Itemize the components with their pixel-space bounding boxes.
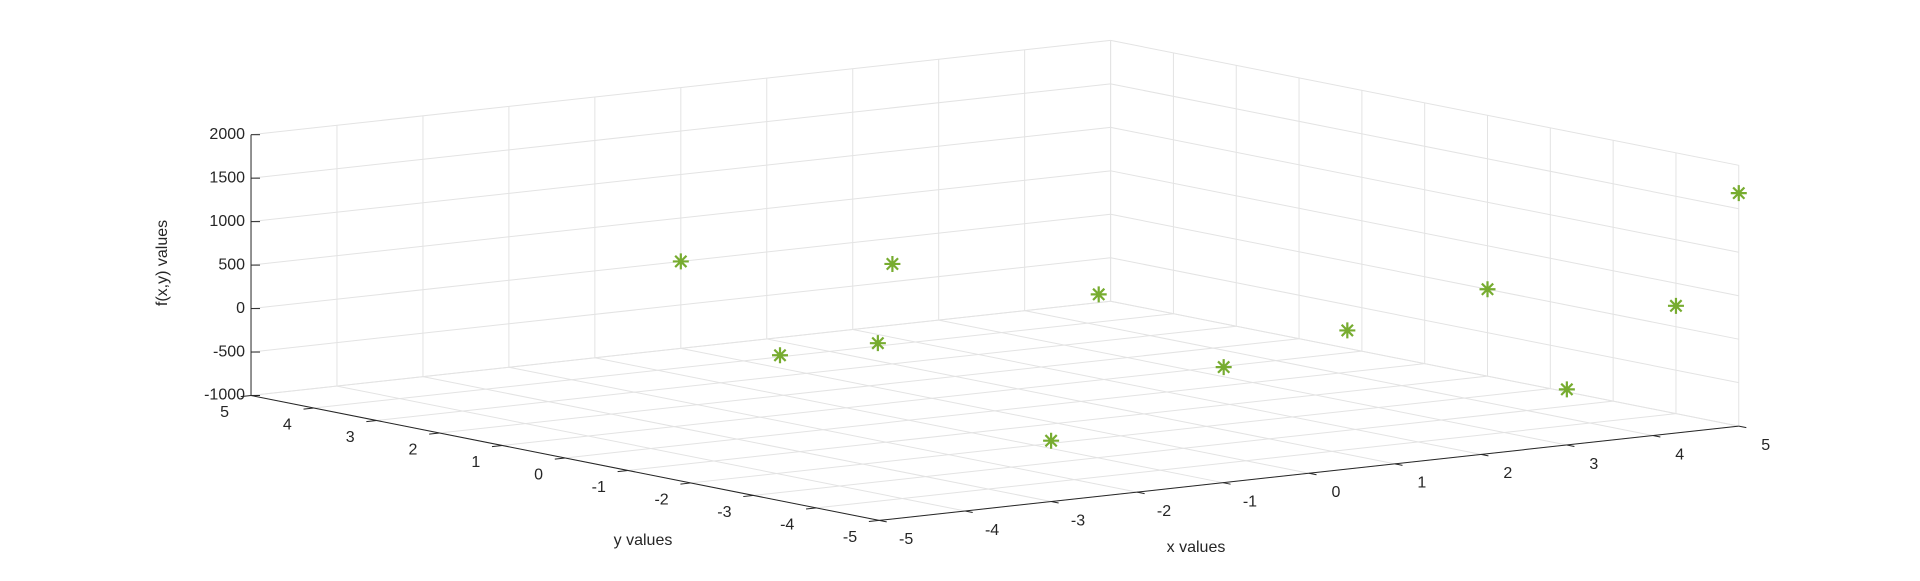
z-tick-label: 500: [218, 256, 245, 273]
x-tick-label: -2: [1157, 503, 1171, 520]
x-tick-label: -5: [899, 531, 913, 548]
point: [1090, 286, 1107, 303]
point: [1339, 322, 1356, 339]
y-tick: [554, 457, 566, 460]
grid-line: [250, 126, 1111, 223]
x-tick-label: -1: [1243, 494, 1257, 511]
grid: [250, 39, 1740, 521]
point: [1667, 297, 1684, 314]
x-tick-label: 5: [1761, 437, 1770, 454]
grid-line: [439, 338, 1300, 434]
y-tick-label: -4: [780, 516, 794, 533]
y-tick-label: 0: [534, 466, 543, 483]
point: [672, 253, 689, 270]
y-tick-label: -5: [843, 529, 857, 546]
y-tick: [240, 395, 252, 398]
y-axis-label: y values: [614, 532, 673, 549]
grid-line: [1110, 126, 1739, 253]
grid-line: [376, 325, 1237, 421]
y-tick-label: 1: [471, 454, 480, 471]
y-tick: [805, 507, 817, 510]
y-tick: [617, 469, 628, 473]
x-tick: [1738, 425, 1747, 429]
marks: [672, 185, 1747, 449]
point: [884, 255, 901, 272]
y-axis-line: [250, 395, 880, 521]
y-tick: [743, 494, 754, 498]
point: [1558, 381, 1575, 398]
x-tick-label: 0: [1331, 484, 1340, 501]
y-tick-label: -3: [717, 504, 731, 521]
point: [1215, 359, 1232, 376]
y-tick: [680, 482, 691, 485]
y-tick: [303, 407, 314, 410]
grid-line: [816, 413, 1677, 509]
point: [869, 335, 886, 352]
grid-line: [250, 39, 1111, 136]
grid-line: [1110, 300, 1739, 427]
grid-line: [1110, 257, 1739, 384]
grid-line: [627, 375, 1488, 471]
z-tick-label: -1000: [204, 387, 245, 404]
grid-line: [1110, 170, 1739, 297]
x-tick-label: 1: [1417, 475, 1426, 492]
x-tick-label: -3: [1071, 512, 1085, 529]
y-tick: [491, 444, 503, 448]
y-tick: [868, 519, 880, 523]
grid-line: [250, 300, 1111, 397]
z-tick-label: 1500: [209, 169, 245, 186]
z-tick-label: 2000: [209, 126, 245, 143]
x-tick-label: 4: [1675, 446, 1684, 463]
x-axis-line: [879, 425, 1739, 521]
x-tick-label: -4: [985, 522, 999, 539]
z-tick-label: 1000: [209, 213, 245, 230]
grid-line: [250, 170, 1111, 266]
grid-line: [753, 400, 1614, 496]
y-tick: [429, 432, 440, 435]
y-tick-label: -2: [654, 491, 668, 508]
z-tick-label: 0: [236, 300, 245, 317]
point: [1730, 185, 1747, 202]
x-tick-label: 2: [1503, 465, 1512, 482]
grid-line: [313, 313, 1174, 409]
point: [1479, 281, 1496, 298]
grid-line: [250, 83, 1111, 179]
point: [772, 347, 788, 364]
z-axis-label: f(x,y) values: [154, 220, 171, 306]
y-tick: [366, 419, 377, 423]
y-tick-label: 3: [346, 429, 355, 446]
grid-line: [690, 388, 1551, 484]
y-tick-label: 2: [409, 441, 418, 458]
grid-line: [565, 363, 1425, 459]
grid-line: [1110, 39, 1739, 166]
grid-line: [1110, 83, 1739, 210]
grid-line: [250, 257, 1111, 353]
axes: -5-4-3-2-1012345-5-4-3-2-1012345-1000-50…: [204, 126, 1770, 548]
x-axis-label: x values: [1167, 539, 1226, 556]
x-tick-label: 3: [1589, 456, 1598, 473]
y-tick-label: -1: [592, 479, 606, 496]
y-tick-label: 4: [283, 416, 292, 433]
z-tick-label: -500: [213, 343, 245, 360]
grid-line: [1110, 213, 1739, 340]
point: [1043, 432, 1060, 449]
y-tick-label: 5: [220, 404, 229, 421]
